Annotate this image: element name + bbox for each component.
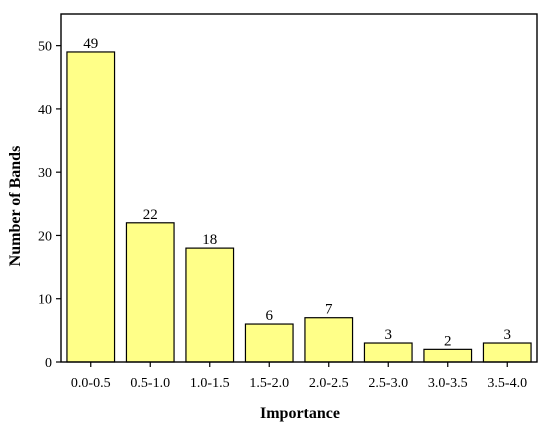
data-labels-layer: 49 22 18 6 7 3 2 3: [83, 36, 511, 349]
bar-0.5-1.0: [125, 222, 175, 363]
x-tick-label-1.0-1.5: 1.0-1.5: [190, 376, 230, 391]
x-tick-label-2.5-3.0: 2.5-3.0: [368, 376, 408, 391]
bars-layer: [66, 51, 532, 363]
data-label-2.0-2.5: 7: [325, 302, 333, 318]
x-tick-label-0.5-1.0: 0.5-1.0: [130, 376, 170, 391]
axes-layer: 0.0-0.5 0.5-1.0 1.0-1.5 1.5-2.0 2.0-2.5 2.5-3…: [38, 13, 538, 391]
data-label-1.5-2.0: 6: [266, 308, 274, 324]
data-label-0.5-1.0: 22: [143, 207, 158, 223]
x-tick-label-1.5-2.0: 1.5-2.0: [249, 376, 289, 391]
bar-0.0-0.5: [66, 51, 116, 363]
y-tick-label-20: 20: [38, 229, 52, 244]
y-tick-label-50: 50: [38, 40, 52, 55]
x-tick-label-3.5-4.0: 3.5-4.0: [487, 376, 527, 391]
bar-3.0-3.5: [423, 348, 473, 363]
y-tick-label-10: 10: [38, 293, 52, 308]
y-axis-title: Number of Bands: [7, 146, 24, 267]
data-label-0.0-0.5: 49: [83, 36, 98, 52]
bar-1.0-1.5: [185, 247, 235, 363]
plot-frame: [60, 13, 538, 363]
y-tick-label-40: 40: [38, 103, 52, 118]
x-tick-label-2.0-2.5: 2.0-2.5: [309, 376, 349, 391]
data-label-3.5-4.0: 3: [504, 327, 512, 343]
bar-3.5-4.0: [482, 342, 532, 363]
y-tick-label-0: 0: [45, 356, 52, 371]
x-tick-label-0.0-0.5: 0.0-0.5: [71, 376, 111, 391]
x-axis-title: Importance: [260, 405, 340, 422]
y-tick-label-30: 30: [38, 166, 52, 181]
data-label-1.0-1.5: 18: [202, 232, 217, 248]
data-label-3.0-3.5: 2: [444, 333, 452, 349]
data-label-2.5-3.0: 3: [385, 327, 393, 343]
x-tick-label-3.0-3.5: 3.0-3.5: [428, 376, 468, 391]
bar-1.5-2.0: [244, 323, 294, 363]
bar-2.5-3.0: [363, 342, 413, 363]
bar-2.0-2.5: [304, 317, 354, 363]
